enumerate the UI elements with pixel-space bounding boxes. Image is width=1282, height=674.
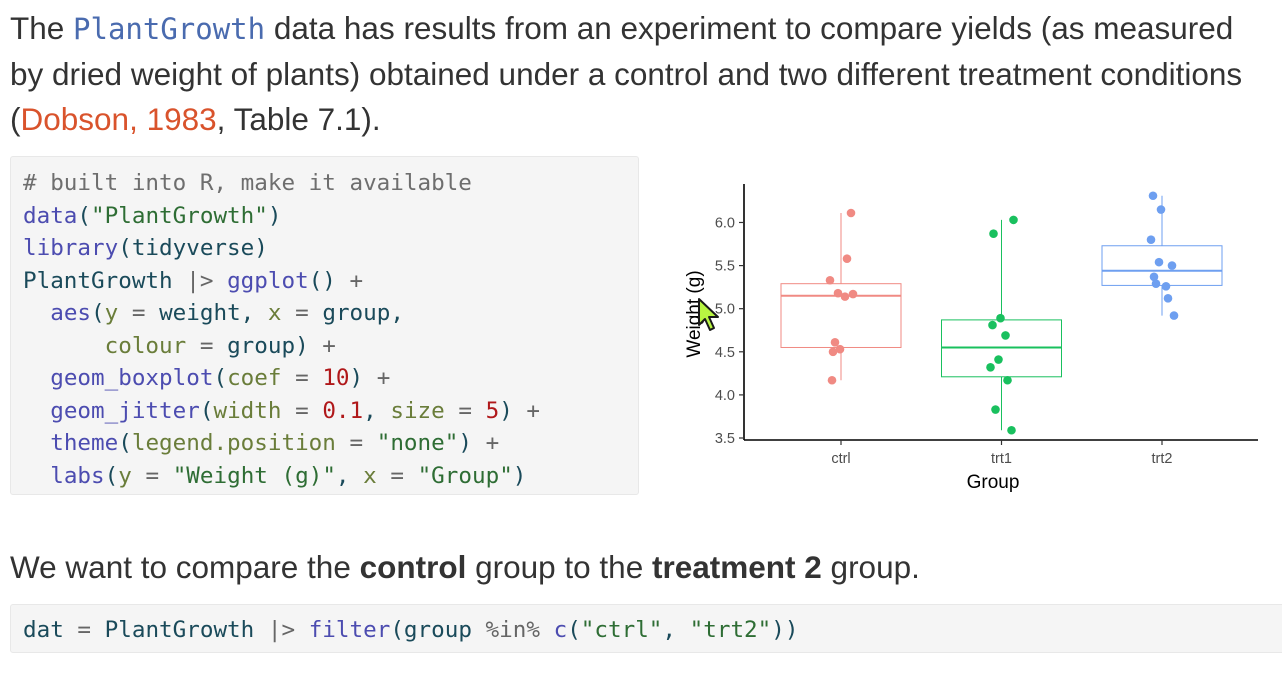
boxplot-chart: 3.5 4.0 4.5 5.0 5.5 6.0 ctrl trt1 trt2 Group Weigh… xyxy=(684,184,1258,493)
y-tick-label: 4.5 xyxy=(715,345,735,361)
y-tick-label: 5.0 xyxy=(715,302,735,318)
data-point xyxy=(828,347,838,357)
data-point xyxy=(1151,279,1161,288)
code-line: colour = group) + xyxy=(104,332,336,359)
para-text-3: group. xyxy=(821,549,920,585)
data-point xyxy=(830,338,840,347)
x-tick-label: trt1 xyxy=(991,451,1012,467)
code-line: PlantGrowth |> ggplot() + xyxy=(23,267,364,294)
data-point xyxy=(991,405,1000,414)
code-block-ggplot[interactable]: # built into R, make it available data("P… xyxy=(10,156,639,495)
data-point xyxy=(986,363,995,372)
code-line: dat = PlantGrowth |> filter(group %in% c… xyxy=(23,617,799,643)
mouse-cursor-icon xyxy=(698,298,719,331)
citation-link[interactable]: Dobson, 1983 xyxy=(20,101,217,137)
intro-text-1: The xyxy=(10,10,74,46)
data-point xyxy=(996,313,1005,323)
code-line: # built into R, make it available xyxy=(23,170,472,196)
data-point xyxy=(1163,294,1173,303)
data-point xyxy=(988,320,997,330)
intro-paragraph: The PlantGrowth data has results from an… xyxy=(10,6,1272,142)
dataset-name-code: PlantGrowth xyxy=(73,12,266,46)
data-point xyxy=(1161,281,1171,291)
code-line: geom_jitter(width = 0.1, size = 5) + xyxy=(50,397,541,424)
data-point xyxy=(994,355,1003,364)
intro-text-2: data has results from an experiment to c… xyxy=(10,10,1243,137)
y-tick-label: 5.5 xyxy=(715,259,735,275)
x-axis-title: Group xyxy=(967,472,1020,493)
data-point xyxy=(989,229,998,238)
para-bold-control: control xyxy=(359,549,467,585)
data-point xyxy=(835,344,845,354)
compare-paragraph: We want to compare the control group to … xyxy=(10,547,920,587)
code-line: geom_boxplot(coef = 10) + xyxy=(50,365,391,391)
intro-text-3: , Table 7.1). xyxy=(216,101,381,137)
y-tick-label: 3.5 xyxy=(715,431,735,447)
code-line: labs(y = "Weight (g)", x = "Group") xyxy=(50,462,527,489)
code-block-filter[interactable]: dat = PlantGrowth |> filter(group %in% c… xyxy=(10,604,1282,653)
para-text-1: We want to compare the xyxy=(10,549,360,585)
data-point xyxy=(1146,235,1156,245)
data-point xyxy=(842,254,852,263)
code-line: library(tidyverse) xyxy=(23,235,268,261)
data-point xyxy=(825,275,835,285)
data-point xyxy=(1156,205,1166,214)
y-tick-label: 6.0 xyxy=(715,215,735,231)
x-tick-label: ctrl xyxy=(831,451,850,467)
data-point xyxy=(846,208,856,218)
data-point xyxy=(1148,191,1158,201)
code-line: aes(y = weight, x = group, xyxy=(50,300,404,326)
data-point xyxy=(1009,215,1018,225)
data-point xyxy=(833,288,843,298)
data-point xyxy=(1149,272,1159,282)
data-point xyxy=(1001,331,1010,340)
para-bold-treatment2: treatment 2 xyxy=(651,549,822,585)
data-point xyxy=(1167,261,1177,270)
para-text-2: group to the xyxy=(466,549,652,585)
data-point xyxy=(1007,425,1016,435)
y-tick-label: 4.0 xyxy=(715,388,735,404)
data-point xyxy=(1154,257,1164,267)
data-point xyxy=(827,375,837,385)
data-point xyxy=(848,289,858,299)
y-axis-title: Weight (g) xyxy=(684,270,705,357)
data-point xyxy=(1003,375,1012,385)
data-point xyxy=(840,292,850,301)
code-line: data("PlantGrowth") xyxy=(23,202,282,229)
data-point xyxy=(1169,311,1179,320)
x-tick-label: trt2 xyxy=(1152,451,1173,467)
box-trt2 xyxy=(1101,245,1223,286)
code-line: theme(legend.position = "none") + xyxy=(50,430,500,456)
